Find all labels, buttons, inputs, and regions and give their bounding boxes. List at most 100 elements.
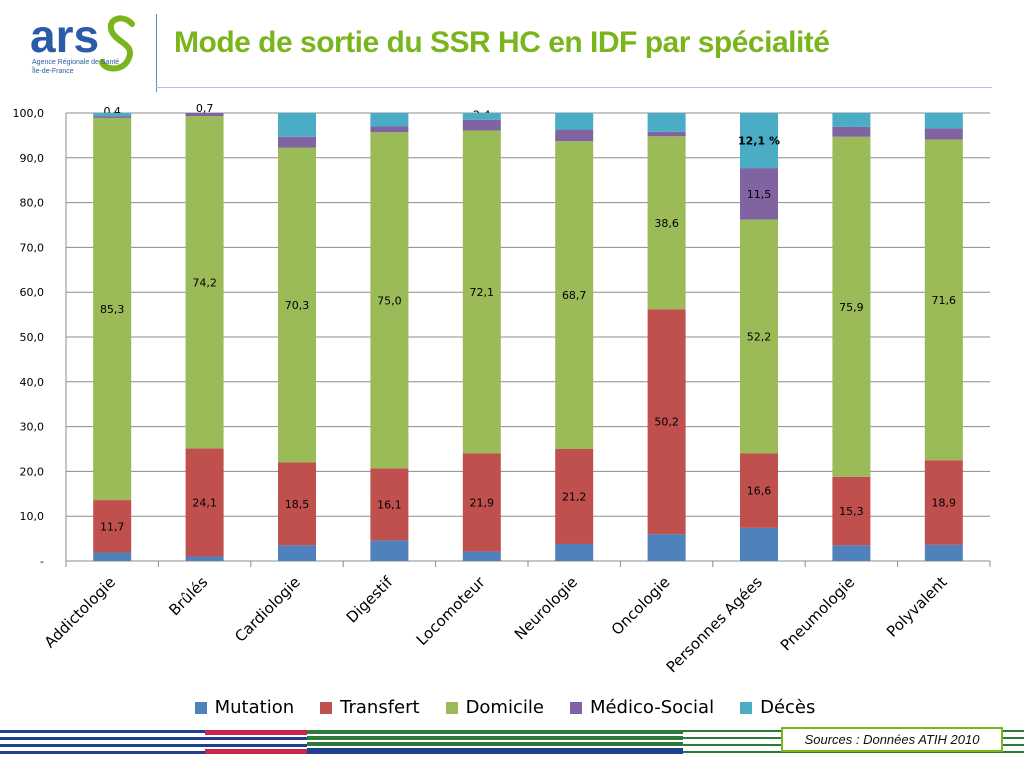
logo-swoosh bbox=[99, 15, 135, 72]
bar-segment-mutation bbox=[555, 543, 594, 561]
bar-segment-domicile bbox=[462, 130, 501, 454]
bar-segment-transfert bbox=[740, 453, 778, 528]
data-label: 74,2 bbox=[192, 276, 217, 289]
bar-segment-mdicosocial bbox=[740, 168, 778, 220]
legend-item-medico-social: Médico-Social bbox=[569, 697, 715, 718]
y-tick-label: 40,0 bbox=[20, 376, 45, 389]
bar-segment-dcs bbox=[924, 113, 963, 129]
bar-segment-dcs bbox=[93, 113, 132, 117]
logo-subtext-1: Agence Régionale de Santé bbox=[32, 59, 119, 66]
legend-item-domicile: Domicile bbox=[445, 697, 544, 718]
bar-segment-mutation bbox=[370, 540, 409, 561]
data-label: 50,2 bbox=[654, 416, 679, 429]
legend-label: Médico-Social bbox=[589, 697, 715, 718]
footer-stripe-red bbox=[205, 730, 307, 754]
y-tick-label: 10,0 bbox=[20, 510, 45, 523]
bar-segment-mutation bbox=[185, 556, 224, 561]
data-label: 21,2 bbox=[562, 490, 587, 503]
data-label: 16,1 bbox=[377, 498, 402, 511]
bar-segment-mdicosocial bbox=[185, 113, 224, 117]
legend-swatch bbox=[740, 701, 753, 714]
data-label: 52,2 bbox=[747, 331, 772, 344]
bar-segment-mutation bbox=[740, 527, 778, 561]
y-tick-label: 100,0 bbox=[13, 107, 45, 120]
bar-segment-domicile bbox=[185, 116, 224, 449]
bar-segment-transfert bbox=[278, 462, 316, 546]
data-label: 11,7 bbox=[100, 520, 125, 533]
bar-segment-mutation bbox=[924, 544, 963, 561]
x-tick-label: Pneumologie bbox=[777, 573, 858, 654]
x-tick-label: Digestif bbox=[343, 573, 397, 627]
bar-segment-dcs bbox=[462, 113, 501, 120]
data-label: 11,5 bbox=[747, 188, 772, 201]
bar-segment-dcs bbox=[555, 113, 594, 130]
data-label: 0,7 bbox=[196, 102, 214, 115]
legend-item-transfert: Transfert bbox=[320, 697, 420, 718]
bar-segment-mdicosocial bbox=[370, 126, 409, 133]
logo-text: ars bbox=[30, 10, 99, 62]
x-tick-label: Locomoteur bbox=[413, 573, 489, 649]
legend-label: Transfert bbox=[340, 697, 420, 718]
legend-swatch bbox=[445, 701, 458, 714]
data-label: 85,3 bbox=[100, 303, 125, 316]
data-label: 75,0 bbox=[377, 294, 402, 307]
x-tick-label: Brûlés bbox=[165, 573, 211, 619]
logo-subtext-2: Île-de-France bbox=[31, 66, 74, 75]
bar-segment-mdicosocial bbox=[93, 116, 132, 118]
bar-segment-mutation bbox=[278, 545, 316, 561]
bar-segment-domicile bbox=[647, 136, 686, 310]
bar-segment-transfert bbox=[370, 468, 409, 541]
data-label: 24,1 bbox=[192, 497, 217, 510]
chart-legend: Mutation Transfert Domicile Médico-Socia… bbox=[0, 697, 1010, 718]
bar-segment-transfert bbox=[832, 476, 871, 546]
bar-segment-transfert bbox=[462, 453, 501, 552]
data-label: 72,1 bbox=[470, 286, 495, 299]
legend-label: Décès bbox=[760, 697, 816, 718]
data-label: 16,6 bbox=[747, 485, 772, 498]
stacked-bar-chart: - 10,0 20,0 30,0 40,0 50,0 60,0 70,0 80,0 90,0 100… bbox=[13, 102, 991, 676]
data-label: 18,5 bbox=[285, 498, 310, 511]
x-tick-label: Polyvalent bbox=[883, 573, 951, 641]
y-tick-label: - bbox=[40, 555, 44, 568]
data-label: 0,4 bbox=[103, 105, 121, 118]
data-label: 12,1 % bbox=[738, 135, 780, 148]
x-tick-label: Addictologie bbox=[41, 573, 119, 651]
source-note: Sources : Données ATIH 2010 bbox=[781, 727, 1003, 752]
legend-item-deces: Décès bbox=[740, 697, 815, 718]
bar-segment-mdicosocial bbox=[462, 119, 501, 131]
footer-stripe-green bbox=[307, 730, 683, 754]
legend-label: Domicile bbox=[465, 697, 544, 718]
bar-segment-dcs bbox=[832, 113, 871, 127]
x-tick-label: Neurologie bbox=[511, 573, 581, 643]
bar-segment-transfert bbox=[924, 460, 963, 545]
x-tick-label: Personnes Agées bbox=[663, 573, 766, 676]
data-label: 68,7 bbox=[562, 289, 587, 302]
title-underline bbox=[156, 87, 992, 88]
bar-segment-mutation bbox=[832, 545, 871, 561]
bar-segment-mdicosocial bbox=[924, 128, 963, 140]
bar-segment-transfert bbox=[555, 449, 594, 544]
legend-label: Mutation bbox=[214, 697, 295, 718]
bar-segment-mdicosocial bbox=[832, 126, 871, 137]
x-tick-label: Cardiologie bbox=[231, 573, 304, 646]
y-tick-label: 60,0 bbox=[20, 286, 45, 299]
bar-segment-transfert bbox=[647, 309, 686, 535]
bar-segment-dcs bbox=[278, 113, 316, 137]
bar-segment-mdicosocial bbox=[555, 129, 594, 142]
data-label: 70,3 bbox=[285, 299, 310, 312]
data-label: 18,9 bbox=[932, 497, 957, 510]
bar-segment-mutation bbox=[647, 534, 686, 561]
y-tick-label: 50,0 bbox=[20, 331, 45, 344]
header-divider bbox=[156, 14, 157, 92]
legend-item-mutation: Mutation bbox=[194, 697, 295, 718]
bar-segment-domicile bbox=[924, 139, 963, 461]
bar-segment-domicile bbox=[370, 132, 409, 469]
y-tick-label: 90,0 bbox=[20, 152, 45, 165]
bar-segment-mutation bbox=[462, 551, 501, 561]
y-tick-label: 70,0 bbox=[20, 241, 45, 254]
footer-stripe-blue bbox=[0, 730, 205, 754]
data-label: 21,9 bbox=[470, 497, 495, 510]
data-label: 71,6 bbox=[932, 294, 957, 307]
y-tick-label: 30,0 bbox=[20, 421, 45, 434]
bar-segment-mdicosocial bbox=[647, 131, 686, 137]
